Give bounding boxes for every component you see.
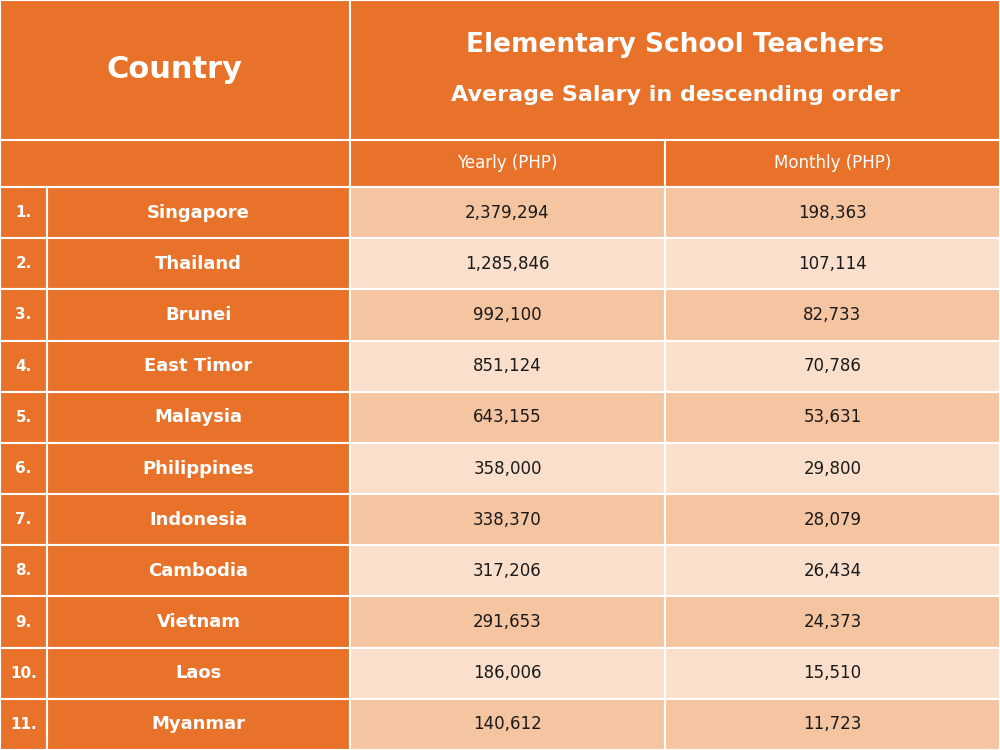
Text: Elementary School Teachers: Elementary School Teachers (466, 32, 884, 58)
Text: 1,285,846: 1,285,846 (465, 255, 550, 273)
Text: East Timor: East Timor (144, 357, 253, 375)
Bar (47, 545, 350, 596)
Bar (47, 596, 350, 648)
Bar (350, 340, 665, 392)
Text: 317,206: 317,206 (473, 562, 542, 580)
Text: Cambodia: Cambodia (148, 562, 248, 580)
Text: 15,510: 15,510 (803, 664, 862, 682)
Bar (350, 494, 665, 545)
Bar (350, 290, 665, 340)
Text: Myanmar: Myanmar (152, 716, 246, 734)
Text: Average Salary in descending order: Average Salary in descending order (451, 86, 899, 105)
Bar (665, 392, 1000, 443)
Bar (0, 699, 47, 750)
Text: 291,653: 291,653 (473, 613, 542, 631)
Bar (350, 648, 665, 699)
Text: Laos: Laos (175, 664, 222, 682)
Bar (0, 238, 47, 290)
Bar (665, 596, 1000, 648)
Bar (0, 340, 47, 392)
Bar (665, 340, 1000, 392)
Bar (0, 290, 47, 340)
Bar (0, 443, 47, 494)
Text: 10.: 10. (10, 666, 37, 681)
Text: 7.: 7. (15, 512, 32, 527)
Text: Brunei: Brunei (165, 306, 232, 324)
Text: 29,800: 29,800 (804, 460, 862, 478)
Bar (47, 392, 350, 443)
Text: 24,373: 24,373 (803, 613, 862, 631)
Text: Malaysia: Malaysia (154, 408, 242, 426)
Text: Singapore: Singapore (147, 203, 250, 221)
Text: 1.: 1. (15, 205, 32, 220)
Bar (0, 494, 47, 545)
Bar (350, 187, 665, 238)
Bar (47, 699, 350, 750)
Text: Thailand: Thailand (155, 255, 242, 273)
Text: 11.: 11. (10, 717, 37, 732)
Bar (47, 648, 350, 699)
Text: 2,379,294: 2,379,294 (465, 203, 550, 221)
Text: 53,631: 53,631 (803, 408, 862, 426)
Text: 3.: 3. (15, 308, 32, 322)
Text: 186,006: 186,006 (473, 664, 542, 682)
Text: 82,733: 82,733 (803, 306, 862, 324)
Text: 2.: 2. (15, 256, 32, 272)
Bar (0, 545, 47, 596)
Bar (0, 596, 47, 648)
Text: Indonesia: Indonesia (149, 511, 248, 529)
Text: 140,612: 140,612 (473, 716, 542, 734)
Bar (665, 290, 1000, 340)
Bar (47, 340, 350, 392)
Text: 11,723: 11,723 (803, 716, 862, 734)
Text: 643,155: 643,155 (473, 408, 542, 426)
Bar (0, 0, 350, 140)
Bar (350, 140, 665, 187)
Bar (665, 699, 1000, 750)
Text: 358,000: 358,000 (473, 460, 542, 478)
Bar (665, 494, 1000, 545)
Bar (47, 494, 350, 545)
Text: 338,370: 338,370 (473, 511, 542, 529)
Bar (665, 140, 1000, 187)
Text: Vietnam: Vietnam (156, 613, 240, 631)
Bar (665, 443, 1000, 494)
Bar (350, 596, 665, 648)
Text: 851,124: 851,124 (473, 357, 542, 375)
Bar (350, 0, 1000, 140)
Text: 26,434: 26,434 (803, 562, 862, 580)
Text: 28,079: 28,079 (804, 511, 862, 529)
Bar (47, 238, 350, 290)
Text: Yearly (PHP): Yearly (PHP) (457, 154, 558, 172)
Bar (350, 392, 665, 443)
Text: 8.: 8. (15, 563, 32, 578)
Bar (665, 545, 1000, 596)
Text: 9.: 9. (15, 614, 32, 629)
Bar (0, 140, 350, 187)
Bar (350, 545, 665, 596)
Bar (0, 392, 47, 443)
Bar (47, 187, 350, 238)
Text: 992,100: 992,100 (473, 306, 542, 324)
Bar (350, 443, 665, 494)
Text: 5.: 5. (15, 410, 32, 424)
Text: 6.: 6. (15, 461, 32, 476)
Bar (0, 187, 47, 238)
Bar (47, 290, 350, 340)
Text: 198,363: 198,363 (798, 203, 867, 221)
Text: Monthly (PHP): Monthly (PHP) (774, 154, 891, 172)
Bar (665, 648, 1000, 699)
Bar (47, 443, 350, 494)
Bar (0, 648, 47, 699)
Text: Philippines: Philippines (143, 460, 254, 478)
Text: Country: Country (107, 56, 243, 85)
Bar (350, 238, 665, 290)
Text: 4.: 4. (15, 358, 32, 374)
Bar (350, 699, 665, 750)
Text: 70,786: 70,786 (804, 357, 861, 375)
Text: 107,114: 107,114 (798, 255, 867, 273)
Bar (665, 238, 1000, 290)
Bar (665, 187, 1000, 238)
